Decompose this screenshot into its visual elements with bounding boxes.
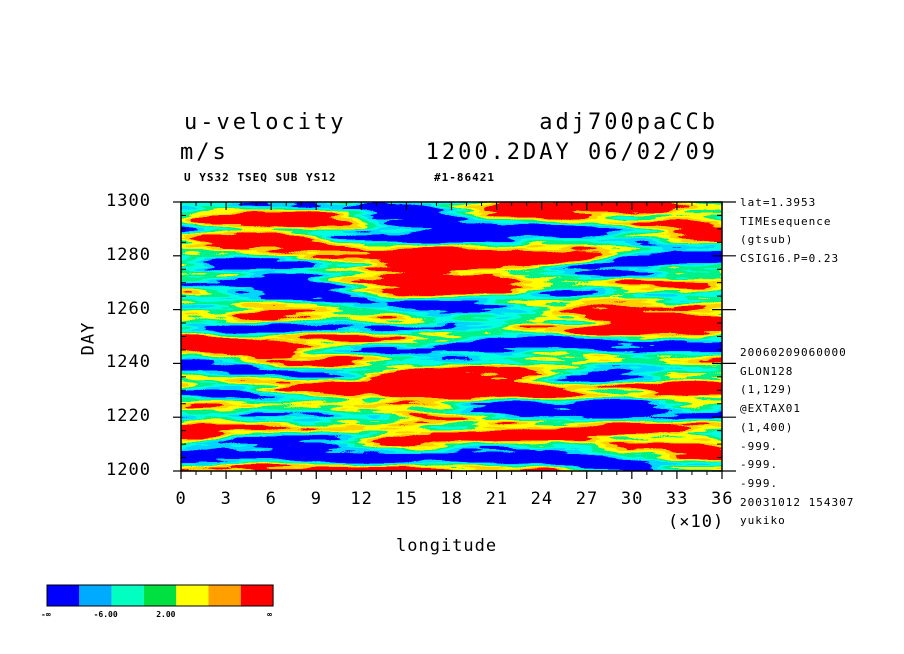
side-info-line: yukiko xyxy=(740,514,786,528)
x-tick-label: 24 xyxy=(530,489,554,509)
side-info-line: -999. xyxy=(740,458,779,472)
y-tick-label: 1280 xyxy=(106,244,151,265)
y-tick-label: 1220 xyxy=(106,406,151,427)
plot-axes xyxy=(173,201,736,479)
side-info-line: GLON128 xyxy=(740,364,794,378)
units-label: m/s xyxy=(180,140,229,165)
x-tick-label: 18 xyxy=(440,489,463,509)
x-tick-label: 0 xyxy=(175,489,187,509)
colorbar-swatch xyxy=(47,585,80,606)
colorbar-label: -6.00 xyxy=(93,610,118,619)
side-info-line: lat=1.3953 xyxy=(740,196,817,209)
colorbar-swatch xyxy=(143,585,177,606)
colorbar-label: -∞ xyxy=(41,610,51,619)
side-info-line: 20031012 154307 xyxy=(740,495,855,509)
heatmap-plot xyxy=(181,202,722,471)
colorbar xyxy=(46,584,274,607)
colorbar-swatch xyxy=(176,585,209,606)
x-tick-label: 6 xyxy=(265,489,277,509)
x-tick-label: 9 xyxy=(310,489,322,509)
side-info-line: TIMEsequence xyxy=(740,214,832,228)
subline-left: U YS32 TSEQ SUB YS12 xyxy=(184,171,337,184)
y-tick-label: 1300 xyxy=(106,191,151,211)
side-info-line: CSIG16.P=0.23 xyxy=(740,251,840,265)
y-tick-label: 1260 xyxy=(106,298,151,319)
side-info-line: (gtsub) xyxy=(740,233,794,246)
side-info-line: -999. xyxy=(740,476,779,490)
x-tick-label: 12 xyxy=(350,489,373,509)
chart-title: u-velocity xyxy=(184,110,347,135)
y-axis-label: DAY xyxy=(78,321,99,356)
colorbar-swatch xyxy=(79,585,112,606)
x-tick-label: 21 xyxy=(485,489,509,509)
x-tick-label: 33 xyxy=(665,489,689,509)
x-axis-label: longitude xyxy=(396,536,498,556)
x-tick-label: 15 xyxy=(395,489,418,509)
x-tick-label: 3 xyxy=(220,489,232,509)
colorbar-label: 2.00 xyxy=(156,610,176,619)
x-tick-label: 27 xyxy=(575,489,599,509)
x-tick-label: 30 xyxy=(620,489,644,509)
colorbar-frame xyxy=(46,584,274,607)
y-tick-label: 1200 xyxy=(106,460,151,480)
heatmap-field xyxy=(181,202,722,471)
side-info-line: (1,129) xyxy=(740,383,794,397)
colorbar-swatch xyxy=(208,585,241,606)
side-info-line: @EXTAX01 xyxy=(740,402,801,416)
dataset-name: adj700paCCb xyxy=(539,110,718,135)
colorbar-label: ∞ xyxy=(267,610,272,619)
side-info-line: (1,400) xyxy=(740,420,794,434)
subline-right: #1-86421 xyxy=(434,171,495,184)
time-label: 1200.2DAY 06/02/09 xyxy=(425,140,718,165)
x-tick-label: 36 xyxy=(711,489,734,509)
side-info-line: 20060209060000 xyxy=(740,346,847,359)
side-info-line: -999. xyxy=(740,439,779,453)
colorbar-swatch xyxy=(111,585,144,606)
colorbar-swatch xyxy=(240,585,274,606)
x-multiplier-label: (×10) xyxy=(668,512,725,532)
y-tick-label: 1240 xyxy=(106,352,151,373)
